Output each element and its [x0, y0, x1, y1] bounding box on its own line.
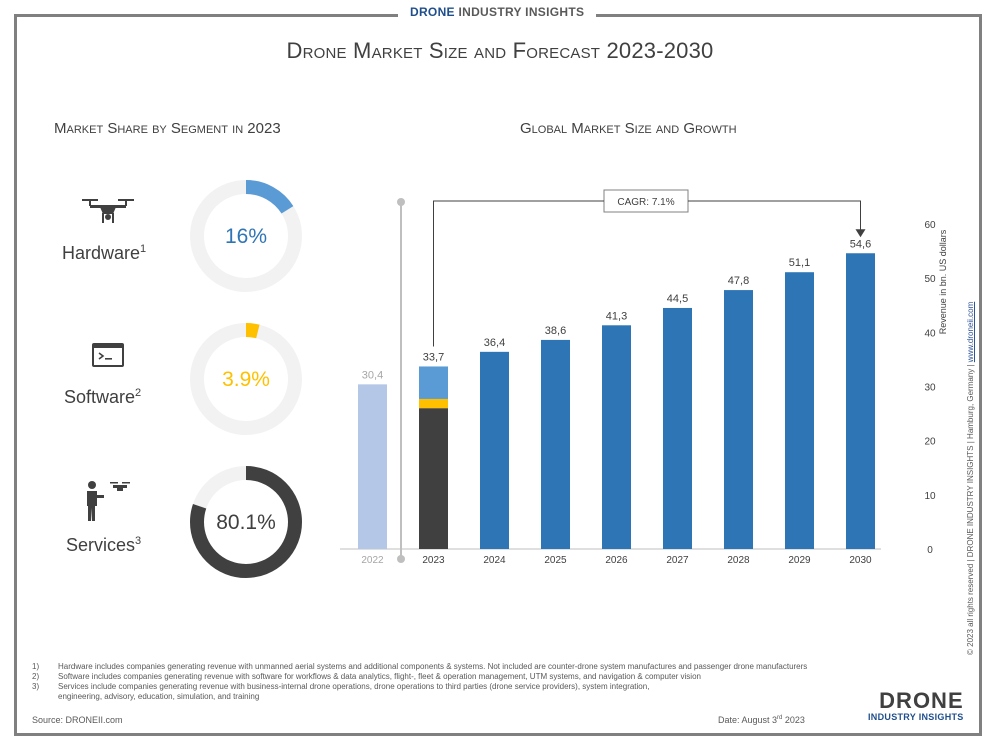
- y-tick-label: 20: [924, 437, 936, 448]
- x-tick-label-2027: 2027: [666, 555, 689, 566]
- drone-operator-icon: [87, 481, 130, 521]
- bar-2023-services: [419, 408, 448, 549]
- header-brand: DRONE INDUSTRY INSIGHTS: [398, 5, 597, 19]
- copyright-side-text: © 2023 all rights reserved | DRONE INDUS…: [966, 301, 975, 655]
- cagr-connector-left: [433, 200, 604, 347]
- software-share-donut: 3.9%: [190, 323, 302, 435]
- x-tick-label-2022: 2022: [361, 555, 384, 566]
- bar-2024: [480, 351, 509, 549]
- bar-2027: [663, 307, 692, 549]
- hardware-share-value: 16%: [225, 225, 267, 248]
- hardware-share-arc: [190, 180, 302, 292]
- segment-share-subtitle: Market Share by Segment in 2023: [54, 120, 281, 137]
- cagr-arrowhead: [855, 229, 866, 238]
- y-tick-label: 60: [924, 220, 936, 231]
- market-growth-subtitle: Global Market Size and Growth: [520, 120, 737, 137]
- y-axis-label: Revenue in bn. US dollars: [938, 229, 948, 334]
- brand-logo: DRONE INDUSTRY INSIGHTS: [868, 688, 964, 723]
- x-tick-label-2023: 2023: [422, 555, 445, 566]
- y-tick-label: 10: [924, 491, 936, 502]
- x-tick-label-2024: 2024: [483, 555, 506, 566]
- footnote-3-continued: engineering, advisory, education, simula…: [58, 692, 260, 701]
- page-title: Drone Market Size and Forecast 2023-2030: [286, 38, 714, 63]
- x-tick-label-2026: 2026: [605, 555, 628, 566]
- y-tick-label: 30: [924, 383, 936, 394]
- bar-2022: [358, 384, 387, 549]
- footnote-3: 3) Services include companies generating …: [32, 682, 650, 691]
- drone-icon: [82, 199, 134, 223]
- bar-2029: [785, 272, 814, 549]
- bar-2025: [541, 339, 570, 549]
- value-label-2022: 30,4: [362, 369, 383, 381]
- y-tick-label: 0: [927, 545, 933, 556]
- bar-2023-software: [419, 398, 448, 409]
- value-label-2025: 38,6: [545, 325, 566, 337]
- x-tick-label-2030: 2030: [849, 555, 872, 566]
- segment-label-services: Services3: [66, 535, 142, 555]
- date-text: Date: August 3rd 2023: [718, 715, 805, 725]
- x-tick-label-2028: 2028: [727, 555, 750, 566]
- hardware-share-donut: 16%: [190, 180, 302, 292]
- services-share-value: 80.1%: [216, 511, 276, 534]
- value-label-2027: 44,5: [667, 293, 688, 305]
- value-label-2026: 41,3: [606, 310, 627, 322]
- segment-label-hardware: Hardware1: [62, 243, 147, 263]
- software-share-arc: [190, 323, 302, 435]
- cagr-connector-right: [688, 200, 861, 232]
- x-tick-label-2029: 2029: [788, 555, 811, 566]
- software-share-value: 3.9%: [222, 368, 270, 391]
- bar-2023-hardware: [419, 366, 448, 399]
- y-tick-label: 50: [924, 274, 936, 285]
- value-label-2030: 54,6: [850, 238, 871, 250]
- divider-top-dot: [397, 198, 405, 206]
- cagr-label: CAGR: 7.1%: [617, 197, 674, 208]
- value-label-2028: 47,8: [728, 275, 749, 287]
- x-tick-label-2025: 2025: [544, 555, 567, 566]
- divider-bottom-dot: [397, 555, 405, 563]
- website-link[interactable]: www.droneii.com: [966, 301, 975, 363]
- value-label-2024: 36,4: [484, 337, 505, 349]
- footnote-2: 2) Software includes companies generating…: [32, 672, 701, 681]
- y-tick-label: 40: [924, 328, 936, 339]
- source-text: Source: DRONEII.com: [32, 715, 123, 725]
- bar-2026: [602, 325, 631, 549]
- footnote-1: 1) Hardware includes companies generating…: [32, 662, 808, 671]
- footnotes: 1) Hardware includes companies generating…: [32, 662, 807, 702]
- services-share-arc: [190, 466, 302, 578]
- bar-2030: [846, 253, 875, 549]
- segment-label-software: Software2: [64, 387, 142, 407]
- terminal-icon: [92, 343, 124, 367]
- services-share-donut: 80.1%: [190, 466, 302, 578]
- bar-2028: [724, 290, 753, 549]
- value-label-2029: 51,1: [789, 257, 810, 269]
- value-label-2023: 33,7: [423, 351, 444, 363]
